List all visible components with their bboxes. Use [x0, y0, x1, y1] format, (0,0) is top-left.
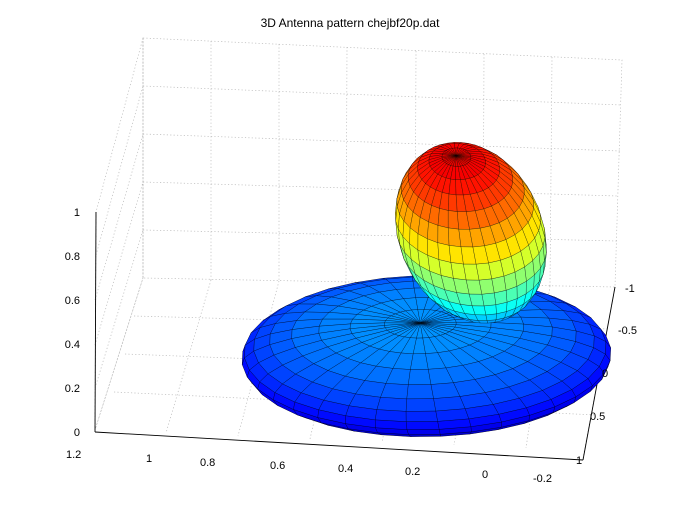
- y-tick-label: 1: [576, 455, 582, 467]
- surface-patch: [405, 410, 438, 422]
- surface-patch: [410, 353, 429, 370]
- surface-patch: [406, 384, 434, 400]
- z-tick-label: 0.2: [65, 383, 80, 395]
- x-tick-label: 0.6: [270, 460, 285, 472]
- surface-patch: [447, 193, 458, 212]
- x-tick-label: 0: [482, 469, 488, 481]
- z-tick-label: 0.6: [65, 295, 80, 307]
- surface-patch: [498, 407, 530, 423]
- x-tick-label: -0.2: [533, 473, 552, 485]
- surface-patch: [484, 243, 501, 264]
- y-tick-label: 0.5: [590, 411, 605, 423]
- surface-patch: [374, 419, 408, 430]
- z-tick-label: 0.8: [65, 251, 80, 263]
- surface-patch: [406, 429, 441, 435]
- x-axis: 1.2 1 0.8 0.6 0.4 0.2 0 -0.2: [66, 449, 552, 485]
- surface-patch: [437, 208, 449, 229]
- x-tick-label: 0.4: [338, 463, 353, 475]
- surface-patch: [483, 304, 497, 316]
- surface-patch: [405, 398, 437, 412]
- z-tick-label: 1: [74, 207, 80, 219]
- y-axis: -1 -0.5 0 0.5 1: [576, 283, 637, 467]
- y-tick-label: -0.5: [618, 325, 637, 337]
- z-axis: 0 0.2 0.4 0.6 0.8 1: [65, 207, 80, 439]
- z-tick-label: 0: [74, 427, 80, 439]
- x-tick-label: 0.2: [405, 466, 420, 478]
- y-tick-label: 0: [602, 368, 608, 380]
- surface-patch: [374, 409, 407, 422]
- surface-patch: [491, 275, 507, 294]
- x-tick-label: 1: [146, 453, 152, 465]
- y-tick-label: -1: [625, 283, 635, 295]
- surface-patch: [408, 369, 432, 385]
- surface-patch: [376, 397, 408, 412]
- x-tick-label: 0.8: [200, 457, 215, 469]
- surface-patch: [481, 292, 497, 307]
- antenna-surfaces: [241, 142, 611, 437]
- z-tick-label: 0.4: [65, 339, 80, 351]
- x-tick-label: 1.2: [66, 449, 81, 461]
- surface-patch: [437, 225, 450, 246]
- chart-title: 3D Antenna pattern chejbf20p.dat: [261, 16, 440, 30]
- surface-patch: [405, 421, 440, 430]
